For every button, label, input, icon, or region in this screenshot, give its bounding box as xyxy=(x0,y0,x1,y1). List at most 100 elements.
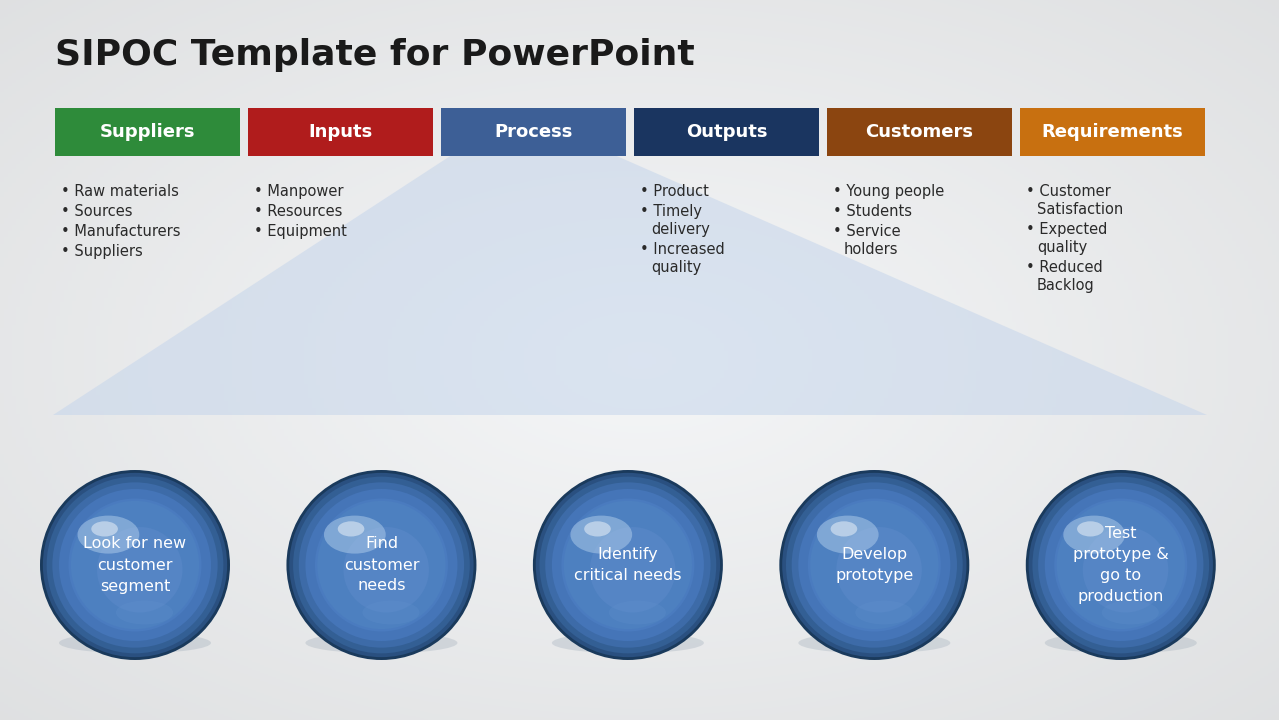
Ellipse shape xyxy=(286,470,477,660)
Ellipse shape xyxy=(1101,600,1159,624)
Ellipse shape xyxy=(533,470,723,660)
Text: • Resources: • Resources xyxy=(255,204,343,219)
Text: Find
customer
needs: Find customer needs xyxy=(344,536,420,593)
Text: Requirements: Requirements xyxy=(1041,123,1183,141)
Ellipse shape xyxy=(798,632,950,653)
Text: • Suppliers: • Suppliers xyxy=(61,244,143,259)
Ellipse shape xyxy=(561,498,694,631)
Ellipse shape xyxy=(817,516,879,554)
Text: • Reduced: • Reduced xyxy=(1026,260,1102,275)
Text: • Expected: • Expected xyxy=(1026,222,1108,237)
Ellipse shape xyxy=(1032,477,1209,653)
Text: Outputs: Outputs xyxy=(686,123,767,141)
Ellipse shape xyxy=(69,498,202,631)
Ellipse shape xyxy=(46,477,224,653)
Text: • Manufacturers: • Manufacturers xyxy=(61,224,180,239)
Ellipse shape xyxy=(338,521,365,536)
Ellipse shape xyxy=(1063,516,1126,554)
Text: Inputs: Inputs xyxy=(308,123,372,141)
FancyBboxPatch shape xyxy=(1019,108,1205,156)
Ellipse shape xyxy=(783,473,967,657)
Text: Process: Process xyxy=(494,123,573,141)
Text: Test
prototype &
go to
production: Test prototype & go to production xyxy=(1073,526,1169,604)
Ellipse shape xyxy=(836,527,922,613)
Ellipse shape xyxy=(59,632,211,653)
Ellipse shape xyxy=(70,501,200,629)
Ellipse shape xyxy=(116,600,173,624)
Ellipse shape xyxy=(293,477,469,653)
Text: delivery: delivery xyxy=(651,222,710,237)
Ellipse shape xyxy=(97,527,183,613)
Ellipse shape xyxy=(1056,501,1184,629)
Ellipse shape xyxy=(540,477,716,653)
Text: • Customer: • Customer xyxy=(1026,184,1110,199)
Ellipse shape xyxy=(315,498,448,631)
Text: holders: holders xyxy=(844,242,899,257)
Text: • Increased: • Increased xyxy=(640,242,725,257)
Text: SIPOC Template for PowerPoint: SIPOC Template for PowerPoint xyxy=(55,38,694,72)
Ellipse shape xyxy=(564,501,692,629)
Ellipse shape xyxy=(553,632,703,653)
Ellipse shape xyxy=(830,521,857,536)
Ellipse shape xyxy=(344,527,428,613)
Ellipse shape xyxy=(299,482,464,648)
Ellipse shape xyxy=(779,470,969,660)
Text: • Sources: • Sources xyxy=(61,204,133,219)
Ellipse shape xyxy=(289,473,473,657)
FancyBboxPatch shape xyxy=(441,108,625,156)
Ellipse shape xyxy=(362,600,420,624)
Ellipse shape xyxy=(792,482,957,648)
Text: • Young people: • Young people xyxy=(833,184,944,199)
Text: Customers: Customers xyxy=(866,123,973,141)
FancyBboxPatch shape xyxy=(828,108,1012,156)
Ellipse shape xyxy=(40,470,230,660)
Text: • Timely: • Timely xyxy=(640,204,702,219)
Ellipse shape xyxy=(1026,470,1216,660)
Ellipse shape xyxy=(609,600,666,624)
Ellipse shape xyxy=(306,489,458,641)
Ellipse shape xyxy=(43,473,228,657)
Text: Satisfaction: Satisfaction xyxy=(1037,202,1123,217)
Ellipse shape xyxy=(52,482,217,648)
Text: • Service: • Service xyxy=(833,224,900,239)
Text: • Product: • Product xyxy=(640,184,709,199)
Ellipse shape xyxy=(810,501,939,629)
Ellipse shape xyxy=(324,516,386,554)
Ellipse shape xyxy=(545,482,711,648)
Text: Backlog: Backlog xyxy=(1037,278,1095,293)
Ellipse shape xyxy=(798,489,950,641)
Ellipse shape xyxy=(585,521,611,536)
Ellipse shape xyxy=(91,521,118,536)
Ellipse shape xyxy=(59,489,211,641)
Ellipse shape xyxy=(787,477,963,653)
Text: • Manpower: • Manpower xyxy=(255,184,344,199)
Ellipse shape xyxy=(306,632,458,653)
Ellipse shape xyxy=(856,600,912,624)
Ellipse shape xyxy=(1039,482,1204,648)
Text: Develop
prototype: Develop prototype xyxy=(835,547,913,583)
Text: Look for new
customer
segment: Look for new customer segment xyxy=(83,536,187,593)
Text: • Equipment: • Equipment xyxy=(255,224,347,239)
Ellipse shape xyxy=(1045,489,1197,641)
FancyBboxPatch shape xyxy=(634,108,819,156)
Text: quality: quality xyxy=(1037,240,1087,255)
Ellipse shape xyxy=(1045,632,1197,653)
Polygon shape xyxy=(52,156,1207,415)
Ellipse shape xyxy=(1077,521,1104,536)
Ellipse shape xyxy=(1028,473,1212,657)
Ellipse shape xyxy=(317,501,445,629)
Ellipse shape xyxy=(590,527,675,613)
Ellipse shape xyxy=(78,516,139,554)
Text: • Students: • Students xyxy=(833,204,912,219)
Ellipse shape xyxy=(1054,498,1187,631)
Text: Suppliers: Suppliers xyxy=(100,123,196,141)
Ellipse shape xyxy=(570,516,632,554)
FancyBboxPatch shape xyxy=(248,108,434,156)
Ellipse shape xyxy=(1083,527,1168,613)
Ellipse shape xyxy=(808,498,941,631)
Text: Identify
critical needs: Identify critical needs xyxy=(574,547,682,583)
Ellipse shape xyxy=(553,489,703,641)
FancyBboxPatch shape xyxy=(55,108,240,156)
Ellipse shape xyxy=(536,473,720,657)
Text: quality: quality xyxy=(651,260,701,275)
